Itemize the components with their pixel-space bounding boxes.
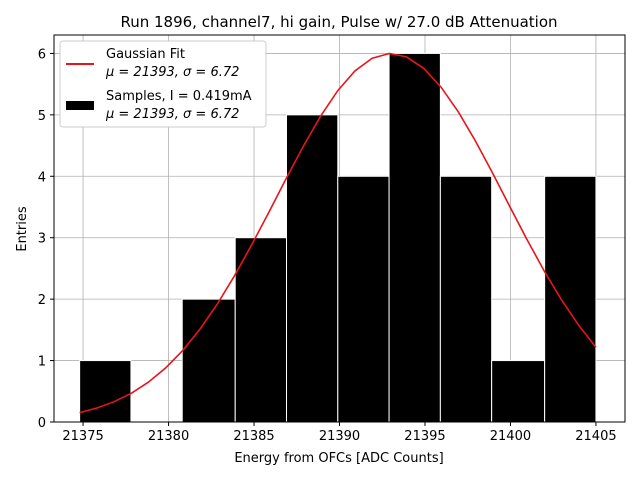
histogram-bar — [439, 175, 493, 423]
legend-samples-stats: μ = 21393, σ = 6.72 — [105, 107, 239, 122]
x-tick-label: 21390 — [319, 429, 360, 444]
histogram-bar — [286, 114, 339, 423]
y-tick-label: 5 — [38, 109, 46, 124]
y-tick-label: 0 — [38, 416, 46, 431]
histogram-bar — [337, 175, 390, 423]
legend-fit-stats: μ = 21393, σ = 6.72 — [105, 65, 239, 80]
legend-samples-swatch — [66, 101, 94, 110]
histogram-bar — [388, 52, 441, 423]
histogram-bar — [234, 237, 288, 423]
x-tick-label: 21400 — [490, 429, 531, 444]
y-tick-label: 6 — [38, 47, 46, 62]
chart-title: Run 1896, channel7, hi gain, Pulse w/ 27… — [120, 13, 557, 31]
legend-fit-name: Gaussian Fit — [106, 47, 185, 62]
y-tick-label: 3 — [38, 232, 46, 247]
histogram-bar — [544, 175, 597, 423]
x-tick-label: 21395 — [404, 429, 445, 444]
histogram-bar — [491, 360, 546, 423]
x-axis-ticks: 21375 21380 21385 21390 21395 21400 21405 — [62, 422, 617, 444]
y-axis-ticks: 0 1 2 3 4 5 6 — [38, 47, 54, 431]
y-axis-label: Entries — [15, 206, 30, 252]
histogram-bar — [79, 360, 132, 423]
x-axis-label: Energy from OFCs [ADC Counts] — [234, 451, 443, 466]
y-tick-label: 4 — [38, 170, 46, 185]
x-tick-label: 21380 — [148, 429, 189, 444]
x-tick-label: 21405 — [575, 429, 616, 444]
y-tick-label: 1 — [38, 355, 46, 370]
histogram-bars — [79, 52, 597, 423]
y-tick-label: 2 — [38, 293, 46, 308]
gaussian-fit-line — [79, 52, 597, 414]
legend-samples-name: Samples, I = 0.419mA — [106, 89, 252, 104]
x-tick-label: 21385 — [233, 429, 274, 444]
legend: Gaussian Fit μ = 21393, σ = 6.72 Samples… — [59, 40, 267, 128]
x-tick-label: 21375 — [62, 429, 103, 444]
legend-frame — [59, 40, 267, 128]
